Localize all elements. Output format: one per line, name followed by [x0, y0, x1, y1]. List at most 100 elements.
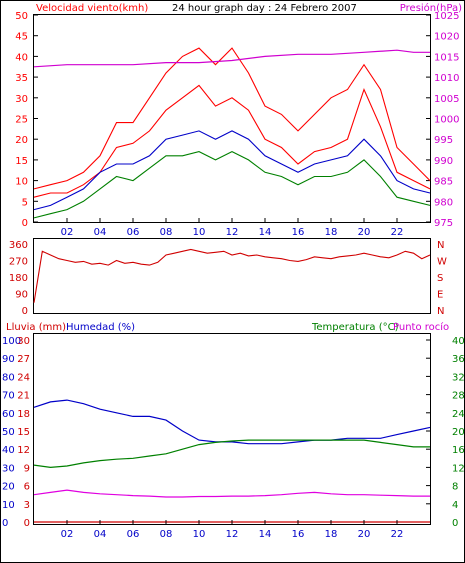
x-tick-wind: 08	[160, 227, 173, 238]
y-tick-humidity: 100	[2, 336, 21, 347]
x-tick-wind: 22	[391, 227, 404, 238]
temperature-label: Temperatura (°C)	[311, 322, 399, 333]
y-tick-pressure: 990	[434, 156, 453, 167]
y-tick-humidity: 80	[2, 372, 15, 383]
y-tick-pressure: 1015	[434, 52, 459, 63]
x-tick-temp: 14	[259, 529, 272, 540]
y-tick-pressure: 985	[434, 177, 453, 188]
y-tick-humidity: 0	[2, 518, 8, 529]
y-tick-rain: 30	[17, 336, 30, 347]
y-tick-temperature: 20	[452, 427, 465, 438]
y-tick-compass: N	[437, 240, 444, 251]
y-tick-wind: 25	[15, 115, 28, 126]
humidity-label: Humedad (%)	[66, 322, 135, 333]
wind-speed-label: Velocidad viento(kmh)	[36, 3, 148, 14]
y-tick-direction: 270	[9, 257, 28, 268]
y-tick-rain: 21	[17, 391, 30, 402]
y-tick-pressure: 995	[434, 135, 453, 146]
y-tick-temperature: 8	[452, 482, 458, 493]
x-tick-temp: 10	[193, 529, 206, 540]
y-tick-temperature: 28	[452, 391, 465, 402]
series-line-wind-direction	[33, 248, 431, 303]
y-tick-direction: 180	[9, 273, 28, 284]
pressure-label: Presión(hPa)	[400, 2, 462, 14]
series-line-humedad	[33, 399, 431, 445]
y-tick-humidity: 50	[2, 427, 15, 438]
panel-temp-humidity	[33, 333, 431, 525]
y-tick-humidity: 30	[2, 463, 15, 474]
y-tick-pressure: 1020	[434, 32, 459, 43]
y-tick-direction: 0	[22, 306, 28, 317]
y-tick-temperature: 32	[452, 372, 465, 383]
y-tick-direction: 360	[9, 240, 28, 251]
x-tick-wind: 04	[94, 227, 107, 238]
y-tick-pressure: 1000	[434, 115, 459, 126]
y-tick-pressure: 980	[434, 197, 453, 208]
dewpoint-label: Punto rocío	[393, 321, 449, 333]
x-tick-wind: 14	[259, 227, 272, 238]
y-tick-humidity: 90	[2, 354, 15, 365]
y-tick-temperature: 40	[452, 336, 465, 347]
x-tick-wind: 06	[127, 227, 140, 238]
y-tick-rain: 0	[24, 518, 30, 529]
y-tick-pressure: 1010	[434, 73, 459, 84]
x-tick-wind: 20	[358, 227, 371, 238]
y-tick-wind: 5	[22, 197, 28, 208]
y-tick-wind: 45	[15, 32, 28, 43]
x-tick-temp: 18	[325, 529, 338, 540]
y-tick-compass: S	[437, 273, 443, 284]
y-tick-rain: 3	[24, 500, 30, 511]
chart-title: 24 hour graph day : 24 Febrero 2007	[172, 3, 357, 14]
y-tick-temperature: 24	[452, 409, 465, 420]
x-tick-temp: 12	[226, 529, 239, 540]
y-tick-compass: E	[437, 290, 443, 301]
chart-marks: 0510152025303540455097598098599099510001…	[2, 11, 465, 540]
panel-wind-pressure	[33, 14, 431, 223]
y-tick-wind: 40	[15, 52, 28, 63]
y-tick-humidity: 60	[2, 409, 15, 420]
y-tick-wind: 10	[15, 177, 28, 188]
y-tick-temperature: 36	[452, 354, 465, 365]
y-tick-temperature: 12	[452, 463, 465, 474]
y-tick-temperature: 4	[452, 500, 458, 511]
y-tick-wind: 0	[22, 218, 28, 229]
y-tick-compass: N	[437, 306, 444, 317]
y-tick-rain: 27	[17, 354, 30, 365]
y-tick-temperature: 0	[452, 518, 458, 529]
series-line-presión	[33, 49, 430, 68]
y-tick-humidity: 10	[2, 500, 15, 511]
y-tick-rain: 15	[17, 427, 30, 438]
x-tick-temp: 22	[391, 529, 404, 540]
y-tick-temperature: 16	[452, 445, 465, 456]
x-tick-temp: 20	[358, 529, 371, 540]
x-tick-temp: 16	[292, 529, 305, 540]
y-tick-compass: W	[437, 257, 447, 268]
y-tick-humidity: 40	[2, 445, 15, 456]
x-tick-wind: 18	[325, 227, 338, 238]
series-line-humedad	[33, 130, 431, 211]
series-line-temperatura	[33, 150, 431, 219]
y-tick-wind: 35	[15, 73, 28, 84]
y-tick-wind: 15	[15, 156, 28, 167]
y-tick-rain: 24	[17, 372, 30, 383]
rain-label: Lluvia (mm)	[6, 322, 66, 333]
series-line-racha	[33, 47, 431, 190]
y-tick-humidity: 70	[2, 391, 15, 402]
x-tick-wind: 12	[226, 227, 239, 238]
series-line-temperatura	[33, 439, 430, 469]
y-tick-pressure: 1005	[434, 94, 459, 105]
y-tick-rain: 9	[24, 463, 30, 474]
y-tick-rain: 18	[17, 409, 30, 420]
y-tick-direction: 90	[15, 290, 28, 301]
y-tick-pressure: 1025	[434, 11, 459, 22]
x-tick-wind: 02	[61, 227, 74, 238]
panel-wind-direction	[33, 238, 431, 314]
y-tick-rain: 12	[17, 445, 30, 456]
y-tick-humidity: 20	[2, 482, 15, 493]
y-tick-pressure: 975	[434, 218, 453, 229]
x-tick-wind: 10	[193, 227, 206, 238]
y-tick-wind: 30	[15, 94, 28, 105]
x-tick-temp: 08	[160, 529, 173, 540]
